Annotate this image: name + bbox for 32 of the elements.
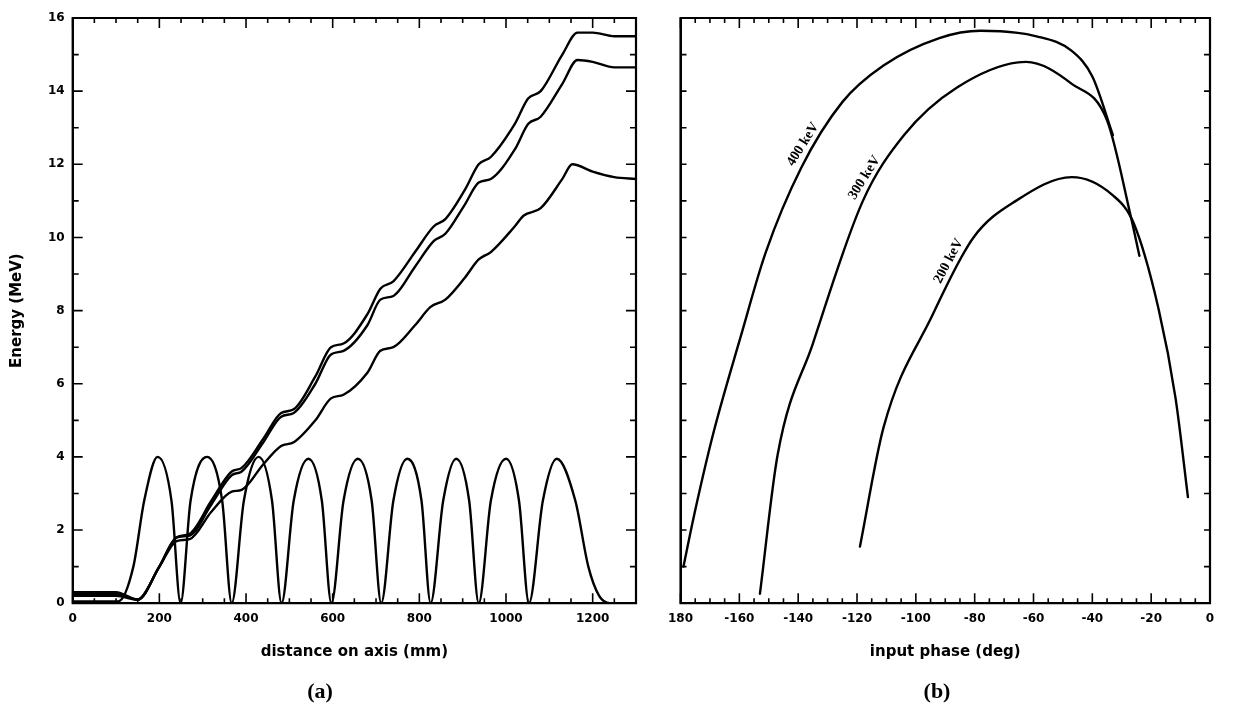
x-tick-label: -140	[783, 610, 814, 625]
x-axis-title: input phase (deg)	[869, 642, 1021, 661]
x-tick-label: 1000	[489, 610, 523, 625]
x-tick-label: -40	[1081, 610, 1104, 625]
x-tick-label: -60	[1022, 610, 1045, 625]
y-axis-title: Energy (MeV)	[6, 253, 25, 368]
y-tick-label: 10	[48, 229, 65, 244]
y-tick-label: 6	[56, 375, 65, 390]
x-tick-label: -100	[900, 610, 931, 625]
y-tick-label: 12	[48, 156, 65, 171]
text: (a)	[307, 678, 333, 704]
x-tick-label: 0	[1205, 610, 1215, 625]
x-tick-label: -20	[1140, 610, 1163, 625]
x-tick-label: -80	[963, 610, 986, 625]
x-tick-label: 0	[68, 610, 77, 625]
text: 200 keV	[929, 235, 966, 286]
y-tick-label: 14	[48, 83, 65, 98]
y-tick-label: 8	[56, 302, 65, 317]
y-tick-label: 4	[56, 449, 65, 464]
x-tick-label: 200	[146, 610, 172, 625]
y-tick-label: 0	[56, 595, 65, 610]
y-tick-label: 16	[48, 10, 65, 25]
x-tick-label: -120	[842, 610, 873, 625]
x-axis-title: distance on axis (mm)	[260, 642, 449, 661]
x-tick-label: 600	[320, 610, 346, 625]
text: (b)	[923, 678, 951, 704]
x-tick-label: 1200	[575, 610, 610, 625]
x-tick-label: 800	[406, 610, 432, 625]
y-tick-label: 2	[56, 522, 65, 537]
x-tick-label: 400	[233, 610, 259, 625]
x-tick-label: 180	[667, 610, 694, 625]
x-tick-label: -160	[724, 610, 755, 625]
